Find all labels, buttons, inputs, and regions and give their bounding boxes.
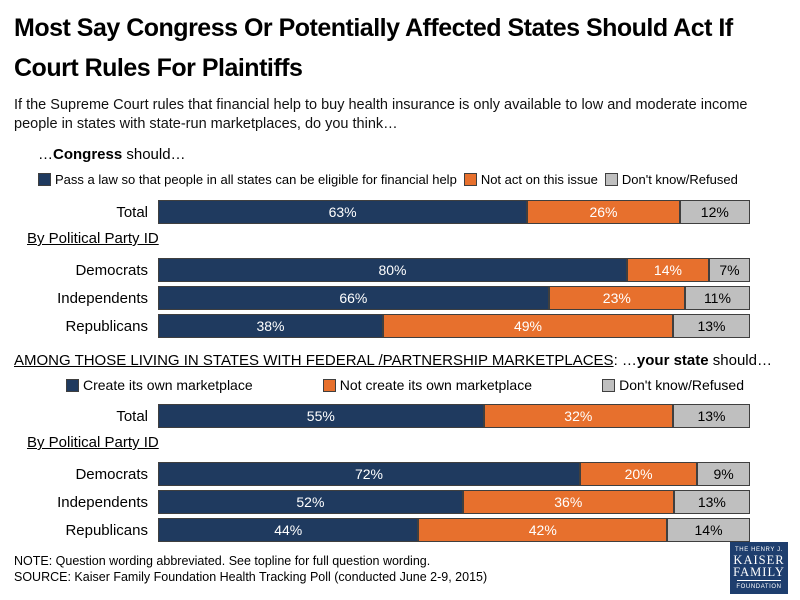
- section-label-suffix: should…: [122, 146, 186, 163]
- legend-color-swatch: [463, 172, 477, 186]
- section-label-mid: …: [38, 146, 53, 163]
- bar-segment: 7%: [708, 258, 750, 282]
- bar-segment: 52%: [158, 490, 463, 514]
- legend-item: Not act on this issue: [463, 171, 598, 187]
- stacked-bar: 72% 20% 9%: [158, 462, 750, 486]
- legend-label: Create its own marketplace: [83, 377, 253, 393]
- bar-segment: 13%: [673, 314, 750, 338]
- row-label: Independents: [57, 493, 148, 511]
- bar-row: Total 63% 26% 12%: [14, 200, 750, 224]
- section-label-mid: : …: [613, 352, 637, 369]
- section-label-bold: Congress: [53, 146, 123, 163]
- bar-segment: 44%: [158, 518, 419, 542]
- legend-label: Not create its own marketplace: [339, 377, 532, 393]
- rows: Total 63% 26% 12% By Political Party ID Democ…: [14, 200, 750, 338]
- logo-line-family: FAMILY: [733, 564, 785, 579]
- logo-line-foundation: FOUNDATION: [736, 583, 782, 590]
- legend-label: Don't know/Refused: [621, 171, 738, 187]
- group-heading: By Political Party ID: [27, 230, 159, 247]
- legend-item: Create its own marketplace: [66, 377, 253, 393]
- bar-row: Total 55% 32% 13%: [14, 404, 750, 428]
- kff-logo: THE HENRY J. KAISER FAMILY FOUNDATION: [730, 542, 788, 594]
- row-label: Republicans: [65, 521, 148, 539]
- legend-color-swatch: [66, 378, 79, 392]
- bar-segment: 13%: [673, 490, 750, 514]
- bar-segment: 36%: [462, 490, 674, 514]
- legend-color-swatch: [322, 378, 336, 392]
- bar-row: Republicans 38% 49% 13%: [14, 314, 750, 338]
- legend: Create its own marketplace Not create its…: [14, 376, 750, 394]
- row-label: Democrats: [75, 261, 148, 279]
- legend-item: Not create its own marketplace: [322, 377, 532, 393]
- bar-segment: 38%: [158, 314, 383, 338]
- bar-segment: 20%: [580, 462, 698, 486]
- legend-label: Don't know/Refused: [619, 377, 744, 393]
- bar-segment: 55%: [158, 404, 484, 428]
- bar-row: Democrats 80% 14% 7%: [14, 258, 750, 282]
- source-text: SOURCE: Kaiser Family Foundation Health …: [14, 570, 488, 584]
- bar-segment: 32%: [483, 404, 674, 428]
- bar-segment: 23%: [548, 286, 685, 310]
- row-label: Total: [116, 203, 148, 221]
- legend-item: Pass a law so that people in all states …: [38, 172, 457, 187]
- bar-row: Independents 52% 36% 13%: [14, 490, 750, 514]
- legend-color-swatch: [38, 172, 51, 186]
- bar-segment: 14%: [667, 518, 750, 542]
- legend-label: Not act on this issue: [480, 171, 598, 187]
- section-congress: …Congress should… Pass a law so that peo…: [14, 146, 750, 342]
- bar-segment: 13%: [673, 404, 750, 428]
- stacked-bar: 63% 26% 12%: [158, 200, 750, 224]
- logo-line-henry: THE HENRY J.: [735, 546, 783, 553]
- logo-line-kaiser: KAISER: [733, 552, 785, 567]
- section-label-caps: AMONG THOSE LIVING IN STATES WITH FEDERA…: [14, 352, 614, 369]
- legend-item: Don't know/Refused: [602, 377, 744, 393]
- question-text: If the Supreme Court rules that financia…: [14, 97, 748, 132]
- note-text: NOTE: Question wording abbreviated. See …: [14, 554, 431, 568]
- section-congress-label: …Congress should…: [38, 146, 750, 164]
- row-label: Democrats: [75, 465, 148, 483]
- section-state: AMONG THOSE LIVING IN STATES WITH FEDERA…: [14, 352, 772, 546]
- legend-color-swatch: [602, 378, 616, 392]
- stacked-bar: 66% 23% 11%: [158, 286, 750, 310]
- page-title: Most Say Congress Or Potentially Affecte…: [14, 14, 733, 82]
- stacked-bar: 80% 14% 7%: [158, 258, 750, 282]
- bar-row: Republicans 44% 42% 14%: [14, 518, 750, 542]
- bar-segment: 12%: [679, 200, 750, 224]
- row-label: Republicans: [65, 317, 148, 335]
- bar-row: Democrats 72% 20% 9%: [14, 462, 750, 486]
- section-state-label: AMONG THOSE LIVING IN STATES WITH FEDERA…: [14, 352, 772, 370]
- logo-divider: [737, 579, 781, 581]
- section-label-bold: your state: [636, 352, 709, 369]
- section-label-suffix: should…: [708, 352, 772, 369]
- bar-row: Independents 66% 23% 11%: [14, 286, 750, 310]
- bar-segment: 14%: [626, 258, 709, 282]
- rows: Total 55% 32% 13% By Political Party ID Democ…: [14, 404, 750, 542]
- legend-color-swatch: [604, 172, 618, 186]
- bar-segment: 9%: [697, 462, 750, 486]
- bar-segment: 66%: [158, 286, 549, 310]
- legend: Pass a law so that people in all states …: [38, 170, 798, 188]
- bar-segment: 26%: [527, 200, 680, 224]
- legend-item: Don't know/Refused: [604, 171, 738, 187]
- stacked-bar: 55% 32% 13%: [158, 404, 750, 428]
- group-heading: By Political Party ID: [27, 434, 159, 451]
- row-label: Independents: [57, 289, 148, 307]
- bar-segment: 11%: [684, 286, 750, 310]
- stacked-bar: 44% 42% 14%: [158, 518, 750, 542]
- stacked-bar: 52% 36% 13%: [158, 490, 750, 514]
- row-label: Total: [116, 407, 148, 425]
- stacked-bar: 38% 49% 13%: [158, 314, 750, 338]
- bar-segment: 63%: [158, 200, 528, 224]
- footer: NOTE: Question wording abbreviated. See …: [14, 553, 487, 585]
- legend-label: Pass a law so that people in all states …: [55, 171, 457, 187]
- bar-segment: 80%: [158, 258, 627, 282]
- bar-segment: 42%: [418, 518, 668, 542]
- bar-segment: 49%: [382, 314, 674, 338]
- bar-segment: 72%: [158, 462, 581, 486]
